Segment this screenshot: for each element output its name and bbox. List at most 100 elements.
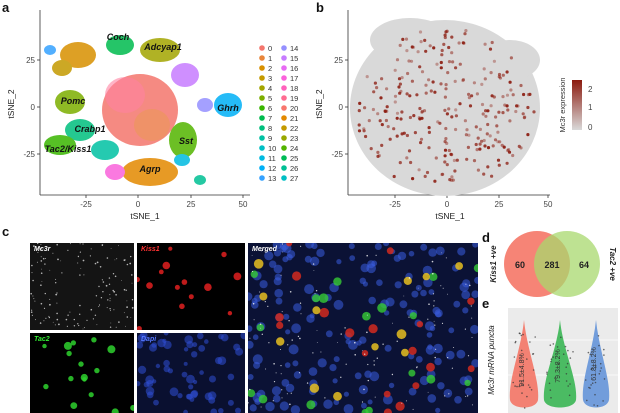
micrograph-signal xyxy=(286,393,288,395)
micrograph-signal xyxy=(365,406,373,413)
micrograph-signal xyxy=(125,289,127,291)
expression-point xyxy=(400,132,404,136)
micrograph-signal xyxy=(163,359,170,367)
tile-label-mc3r: Mc3r xyxy=(34,246,51,253)
expression-point xyxy=(425,170,430,175)
violin-point xyxy=(603,378,606,380)
violin-point xyxy=(567,385,569,387)
micrograph-signal xyxy=(109,310,111,312)
micrograph-signal xyxy=(433,320,435,322)
micrograph-signal xyxy=(454,396,462,404)
violin-point xyxy=(550,358,553,360)
a-xtick-4: 50 xyxy=(239,200,248,209)
expression-point xyxy=(395,58,400,62)
expression-point xyxy=(373,81,377,85)
micrograph-signal xyxy=(63,341,72,350)
expression-point xyxy=(447,107,451,111)
micrograph-signal xyxy=(252,270,254,273)
expression-point xyxy=(384,118,388,123)
expression-point xyxy=(436,120,440,124)
expression-point xyxy=(451,60,455,64)
micrograph-signal xyxy=(90,308,93,311)
micrograph-signal xyxy=(408,346,417,355)
violin-point xyxy=(532,369,535,371)
micrograph-signal xyxy=(118,321,120,323)
expression-point xyxy=(521,112,525,116)
micrograph-signal xyxy=(314,293,316,295)
micrograph-signal xyxy=(253,259,264,269)
micrograph-signal xyxy=(448,327,455,334)
violin-point xyxy=(512,381,514,384)
micrograph-signal xyxy=(292,360,299,367)
micrograph-signal xyxy=(309,383,320,393)
micrograph-signal xyxy=(78,324,80,327)
expression-point xyxy=(393,68,397,72)
micrograph-signal xyxy=(267,305,269,307)
expression-point xyxy=(444,137,448,141)
violin-point xyxy=(549,344,552,346)
tile-label-tac2: Tac2 xyxy=(34,336,50,343)
micrograph-signal xyxy=(313,270,315,271)
micrograph-signal xyxy=(467,355,470,357)
micrograph-signal xyxy=(33,245,35,247)
micrograph-signal xyxy=(364,370,372,378)
expression-point xyxy=(420,110,424,114)
micrograph-signal xyxy=(149,343,157,352)
micrograph-signal xyxy=(408,369,416,377)
violin-point xyxy=(602,400,604,402)
micrograph-signal xyxy=(110,322,112,324)
micrograph-signal xyxy=(399,300,408,309)
legend-label: 16 xyxy=(290,64,298,73)
expression-point xyxy=(474,125,478,129)
micrograph-signal xyxy=(273,264,283,274)
micrograph-signal xyxy=(114,259,116,261)
micrograph-signal xyxy=(272,400,274,402)
micrograph-signal xyxy=(107,299,109,301)
legend-label: 17 xyxy=(290,74,298,83)
micrograph-signal xyxy=(385,297,395,307)
micrograph-signal xyxy=(412,408,414,410)
micrograph-signal xyxy=(470,324,478,334)
micrograph-signal xyxy=(467,365,475,373)
legend-label: 18 xyxy=(290,84,298,93)
legend-label: 14 xyxy=(290,44,298,53)
micrograph-signal xyxy=(256,323,265,332)
cluster-legend: 0 14 1 15 2 16 3 17 4 18 5 19 6 20 7 21 8 22 9 23 10 24 11 25 12… xyxy=(259,44,298,183)
micrograph-signal xyxy=(77,323,79,325)
expression-point xyxy=(496,130,500,134)
expression-point xyxy=(439,60,443,65)
micrograph-signal xyxy=(89,255,91,257)
micrograph-signal xyxy=(174,284,180,290)
violin-point xyxy=(586,399,588,402)
micrograph-signal xyxy=(447,357,449,359)
micrograph-signal xyxy=(403,276,412,285)
micrograph-signal xyxy=(111,408,119,413)
micrograph-signal xyxy=(462,307,469,314)
micrograph-signal xyxy=(95,295,98,297)
micrograph-signal xyxy=(469,284,471,287)
expression-point xyxy=(453,79,457,83)
micrograph-signal xyxy=(265,401,275,412)
micrograph-signal xyxy=(343,404,354,413)
violin-annotation-2: 79.3±8.2% xyxy=(555,349,562,382)
expression-point xyxy=(511,93,515,97)
micrograph-signal xyxy=(43,320,45,322)
expression-point xyxy=(398,82,402,86)
micrograph-signal xyxy=(37,247,40,249)
violin-point xyxy=(562,353,565,355)
legend-label: 22 xyxy=(290,124,298,133)
micrograph-signal xyxy=(443,389,453,398)
micrograph-signal xyxy=(291,323,301,334)
micrograph-signal xyxy=(235,407,241,413)
micrograph-signal xyxy=(259,280,268,289)
micrograph-signal xyxy=(186,374,195,384)
micrograph-signal xyxy=(432,293,435,295)
expression-point xyxy=(383,109,387,113)
micrograph-signal xyxy=(281,397,283,399)
micrograph-signal xyxy=(40,243,42,245)
micrograph-signal xyxy=(281,379,290,387)
micrograph-signal xyxy=(383,408,392,413)
micrograph-signal xyxy=(260,250,262,252)
micrograph-signal xyxy=(193,379,198,385)
expression-point xyxy=(445,112,449,116)
